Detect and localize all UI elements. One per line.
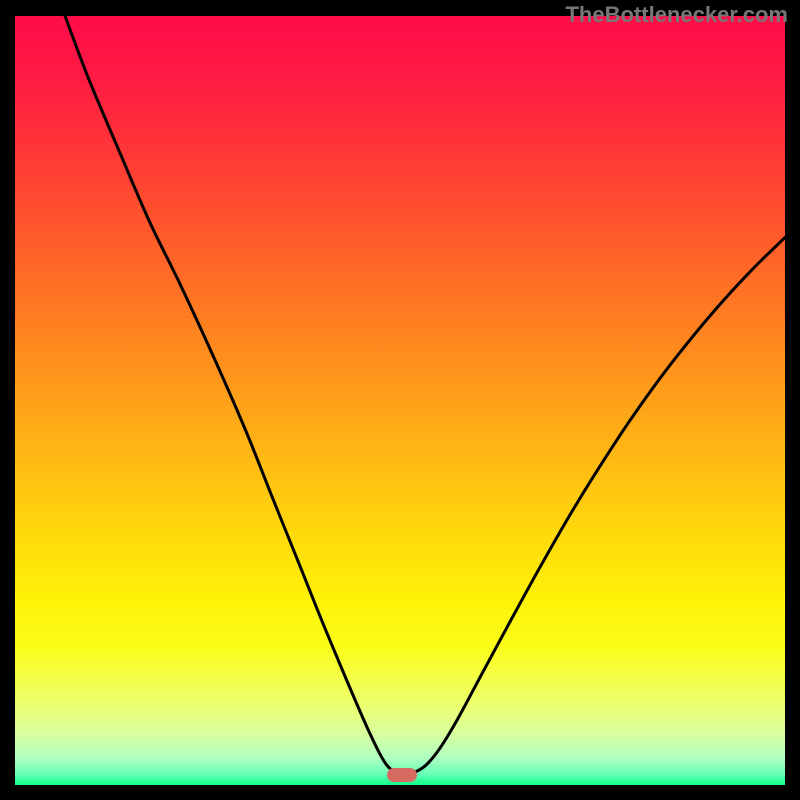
optimum-marker [387, 768, 417, 782]
bottleneck-curve [15, 16, 785, 785]
plot-area [15, 16, 785, 785]
chart-frame: TheBottlenecker.com [0, 0, 800, 800]
watermark-text: TheBottlenecker.com [565, 2, 788, 28]
